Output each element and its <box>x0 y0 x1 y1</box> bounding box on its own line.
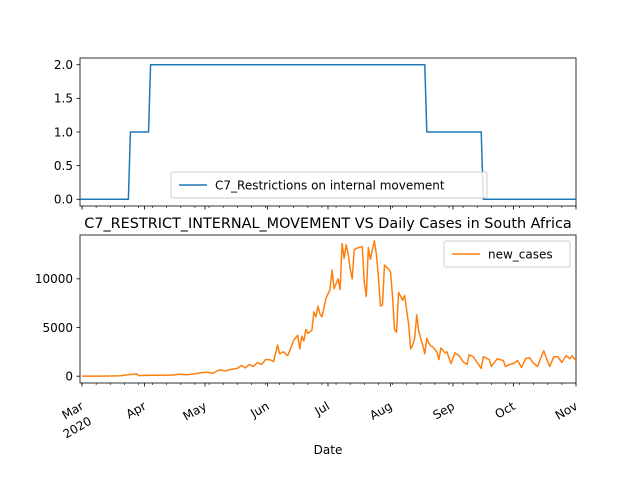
xtick-label-jun: Jun <box>247 399 271 421</box>
bottom-series-lines <box>82 240 577 377</box>
restrictions-series-line <box>80 63 576 201</box>
top-ytick-label: 1.5 <box>54 92 73 106</box>
bottom-legend-box <box>443 240 571 268</box>
xtick-label-oct: Oct <box>493 399 518 422</box>
xtick-label-may: May <box>181 399 209 424</box>
xtick-label-apr: Apr <box>124 399 149 422</box>
top-legend-box <box>170 171 488 199</box>
top-ytick-label: 2.0 <box>54 58 73 72</box>
bottom-ytick-label: 0 <box>65 369 73 383</box>
top-x-ticks <box>81 206 577 210</box>
xtick-label-jul: Jul <box>312 399 332 419</box>
bottom-legend-label: new_cases <box>488 248 553 262</box>
restrictions-subplot: 0.0 0.5 1.0 1.5 2.0 C7_Restrictions on inter… <box>54 57 577 210</box>
xtick-label-sep: Sep <box>430 399 457 422</box>
top-series-lines <box>80 63 576 201</box>
chart-title: C7_RESTRICT_INTERNAL_MOVEMENT VS Daily C… <box>84 216 571 232</box>
top-ytick-label: 0.5 <box>54 159 73 173</box>
bottom-ytick-label: 10000 <box>35 272 73 286</box>
x-axis-label: Date <box>314 443 343 457</box>
cases-subplot: C7_RESTRICT_INTERNAL_MOVEMENT VS Daily C… <box>35 216 580 457</box>
top-ytick-label: 0.0 <box>54 193 73 207</box>
bottom-ytick-label: 5000 <box>42 321 73 335</box>
top-legend-label: C7_Restrictions on internal movement <box>215 179 445 193</box>
xtick-label-aug: Aug <box>367 399 394 423</box>
top-legend: C7_Restrictions on internal movement <box>170 171 488 199</box>
new-cases-series-line <box>82 240 577 377</box>
top-y-ticks: 0.0 0.5 1.0 1.5 2.0 <box>54 58 80 207</box>
xtick-label-nov: Nov <box>553 399 580 423</box>
top-ytick-label: 1.0 <box>54 125 73 139</box>
bottom-y-ticks: 0 5000 10000 <box>35 272 80 383</box>
bottom-legend: new_cases <box>443 240 571 268</box>
